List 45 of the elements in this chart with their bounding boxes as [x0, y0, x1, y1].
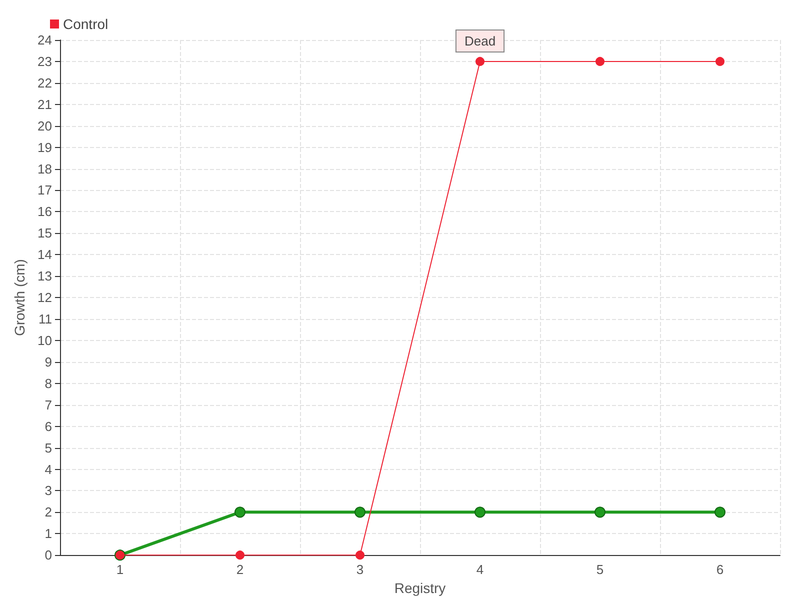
y-tick-label: 21	[38, 96, 52, 112]
x-axis-title: Registry	[394, 580, 446, 596]
y-tick-label: 11	[38, 312, 52, 327]
x-tick-label: 4	[476, 562, 484, 578]
annotation: Dead	[464, 33, 496, 48]
y-tick-label: 0	[44, 548, 52, 563]
y-tick-label: 9	[44, 354, 52, 370]
y-tick-label: 1	[44, 526, 52, 542]
y-tick-label: 17	[38, 182, 52, 198]
x-tick-label: 1	[116, 562, 124, 578]
point	[476, 56, 484, 66]
y-tick-label: 15	[38, 226, 52, 241]
x-tick-label: 5	[596, 562, 604, 578]
y-tick-label: 14	[38, 247, 52, 262]
y-tick-label: 18	[38, 161, 52, 176]
y-tick-label: 5	[44, 440, 52, 456]
y-tick-label: 12	[38, 290, 52, 306]
y-tick-label: 19	[38, 140, 52, 155]
legend-label: Control	[63, 16, 108, 32]
point	[236, 550, 244, 560]
y-tick-label: 4	[44, 462, 52, 477]
point	[474, 506, 486, 518]
point	[594, 506, 606, 518]
y-tick-label: 8	[44, 376, 52, 391]
point	[596, 56, 604, 66]
x-tick-label: 2	[236, 562, 244, 578]
y-tick-label: 6	[44, 418, 52, 434]
y-tick-label: 10	[38, 332, 52, 348]
y-tick-label: 3	[44, 483, 52, 498]
point	[714, 506, 726, 518]
y-tick-label: 7	[44, 397, 52, 412]
x-tick-label: 3	[356, 562, 364, 578]
y-tick-label: 22	[38, 75, 52, 90]
y-axis-title: Growth (cm)	[12, 259, 28, 336]
point	[234, 506, 246, 518]
y-tick-label: 13	[38, 268, 52, 284]
point	[716, 56, 724, 66]
y-tick-label: 23	[38, 54, 52, 69]
y-tick-label: 16	[38, 204, 52, 220]
y-tick-label: 2	[44, 504, 52, 520]
x-tick-label: 6	[716, 562, 724, 578]
y-tick-label: 20	[38, 118, 52, 134]
point	[354, 506, 366, 518]
point	[356, 550, 364, 560]
y-tick-label: 24	[38, 32, 52, 48]
